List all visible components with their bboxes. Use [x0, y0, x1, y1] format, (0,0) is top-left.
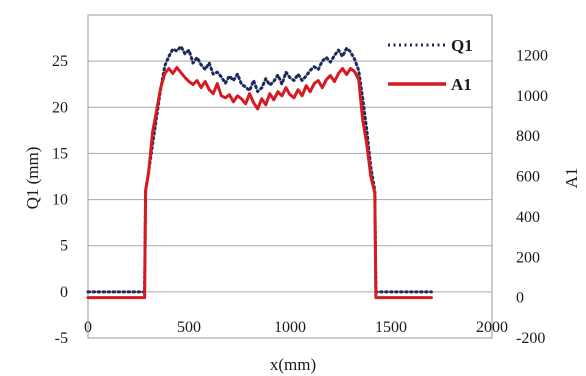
legend-label-a1: A1 [451, 75, 472, 94]
x-tick-label: 500 [177, 319, 201, 336]
x-tick-label: 2000 [476, 319, 508, 336]
y-tick-label: 25 [52, 53, 68, 70]
y2-tick-label: 1000 [516, 88, 548, 105]
left-y-axis-title: Q1 (mm) [23, 147, 42, 210]
series-line-a1 [86, 66, 433, 300]
right-y-axis-tick-labels: -200 0 200 400 600 800 1000 1200 [516, 47, 548, 347]
y-tick-label: 15 [52, 145, 68, 162]
x-axis-tick-labels: 0 500 1000 1500 2000 [84, 319, 508, 336]
series-line-q1 [86, 44, 433, 294]
y-tick-label: -5 [55, 330, 68, 347]
x-tick-label: 1000 [274, 319, 306, 336]
y-tick-label: 5 [60, 238, 68, 255]
y2-tick-label: 800 [516, 128, 540, 145]
y2-tick-label: -200 [516, 330, 545, 347]
x-axis-title: x(mm) [270, 355, 316, 374]
legend: Q1 A1 [388, 36, 473, 94]
y-tick-label: 10 [52, 192, 68, 209]
y-tick-label: 0 [60, 284, 68, 301]
right-y-axis-title: A1 [562, 168, 581, 189]
y2-tick-label: 1200 [516, 47, 548, 64]
legend-label-q1: Q1 [451, 36, 473, 55]
y-tick-label: 20 [52, 99, 68, 116]
series-layer [86, 44, 433, 300]
y2-tick-label: 200 [516, 249, 540, 266]
x-tick-label: 1500 [375, 319, 407, 336]
x-tick-label: 0 [84, 319, 92, 336]
horizontal-gridlines [88, 60, 492, 339]
y2-tick-label: 600 [516, 169, 540, 186]
y2-tick-label: 400 [516, 209, 540, 226]
plot-area-frame [87, 14, 493, 339]
y2-tick-label: 0 [516, 290, 524, 307]
left-y-axis-tick-labels: -5 0 5 10 15 20 25 [52, 53, 68, 347]
